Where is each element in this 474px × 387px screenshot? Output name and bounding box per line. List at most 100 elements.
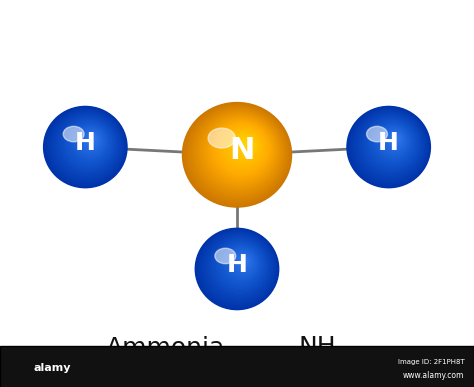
- Ellipse shape: [218, 125, 267, 172]
- Ellipse shape: [66, 121, 112, 165]
- Ellipse shape: [205, 235, 272, 300]
- Ellipse shape: [211, 239, 268, 293]
- Ellipse shape: [89, 136, 95, 142]
- Ellipse shape: [46, 108, 125, 185]
- Ellipse shape: [71, 124, 108, 161]
- Ellipse shape: [378, 126, 409, 157]
- Ellipse shape: [353, 110, 426, 182]
- Ellipse shape: [373, 123, 412, 162]
- Ellipse shape: [184, 104, 291, 205]
- Ellipse shape: [221, 245, 261, 284]
- Ellipse shape: [245, 142, 248, 145]
- Ellipse shape: [392, 136, 399, 142]
- Ellipse shape: [219, 126, 266, 170]
- Ellipse shape: [221, 127, 264, 169]
- Ellipse shape: [215, 123, 269, 175]
- Ellipse shape: [236, 255, 250, 269]
- Ellipse shape: [84, 133, 99, 147]
- Ellipse shape: [197, 112, 282, 193]
- Ellipse shape: [362, 116, 420, 173]
- Ellipse shape: [366, 126, 387, 142]
- Ellipse shape: [63, 126, 84, 142]
- Ellipse shape: [382, 128, 406, 153]
- Ellipse shape: [369, 121, 415, 165]
- Ellipse shape: [74, 126, 106, 157]
- Ellipse shape: [87, 134, 97, 144]
- Ellipse shape: [200, 114, 279, 190]
- Ellipse shape: [228, 250, 255, 276]
- Ellipse shape: [358, 113, 423, 176]
- Ellipse shape: [195, 228, 279, 310]
- Ellipse shape: [219, 243, 263, 286]
- Ellipse shape: [72, 125, 108, 159]
- Ellipse shape: [349, 108, 428, 185]
- Ellipse shape: [379, 127, 408, 156]
- Ellipse shape: [216, 242, 264, 289]
- Text: Ammonia: Ammonia: [106, 336, 226, 360]
- Ellipse shape: [55, 113, 119, 176]
- Text: H: H: [75, 131, 96, 155]
- Ellipse shape: [204, 234, 273, 301]
- Ellipse shape: [241, 258, 247, 264]
- Ellipse shape: [56, 114, 118, 175]
- Ellipse shape: [365, 118, 418, 169]
- Text: N: N: [229, 137, 255, 165]
- Ellipse shape: [52, 112, 121, 179]
- Ellipse shape: [231, 251, 254, 274]
- Ellipse shape: [223, 128, 264, 167]
- Ellipse shape: [361, 115, 421, 174]
- Ellipse shape: [58, 116, 117, 173]
- Text: alamy: alamy: [33, 363, 71, 373]
- Ellipse shape: [380, 128, 407, 154]
- Text: NH: NH: [299, 335, 336, 359]
- Ellipse shape: [216, 124, 268, 174]
- Ellipse shape: [68, 122, 110, 163]
- Ellipse shape: [51, 111, 122, 180]
- Ellipse shape: [198, 230, 277, 307]
- Ellipse shape: [208, 236, 270, 297]
- Ellipse shape: [88, 135, 96, 143]
- Ellipse shape: [232, 252, 253, 272]
- Ellipse shape: [57, 115, 118, 174]
- Ellipse shape: [77, 128, 104, 154]
- Ellipse shape: [197, 229, 278, 308]
- Ellipse shape: [194, 110, 283, 196]
- Ellipse shape: [390, 134, 401, 144]
- Ellipse shape: [192, 109, 285, 197]
- Ellipse shape: [70, 123, 109, 162]
- Ellipse shape: [389, 134, 401, 146]
- Ellipse shape: [235, 254, 251, 270]
- Ellipse shape: [73, 125, 107, 158]
- Ellipse shape: [391, 135, 400, 143]
- Ellipse shape: [189, 107, 287, 201]
- Ellipse shape: [376, 125, 410, 158]
- Ellipse shape: [222, 246, 260, 283]
- Ellipse shape: [82, 131, 100, 149]
- Text: H: H: [378, 131, 399, 155]
- Ellipse shape: [233, 253, 252, 271]
- Ellipse shape: [224, 129, 263, 166]
- Ellipse shape: [228, 131, 260, 163]
- FancyBboxPatch shape: [0, 346, 474, 387]
- Ellipse shape: [231, 133, 258, 159]
- Ellipse shape: [385, 131, 404, 149]
- Ellipse shape: [91, 137, 94, 139]
- Ellipse shape: [211, 121, 272, 178]
- Ellipse shape: [209, 237, 269, 296]
- Ellipse shape: [75, 127, 105, 156]
- Ellipse shape: [64, 119, 113, 168]
- Ellipse shape: [195, 111, 283, 194]
- Ellipse shape: [81, 130, 101, 151]
- Ellipse shape: [355, 111, 425, 180]
- Ellipse shape: [226, 248, 257, 279]
- Ellipse shape: [363, 117, 419, 171]
- Ellipse shape: [213, 122, 270, 177]
- Ellipse shape: [214, 240, 266, 291]
- Ellipse shape: [210, 238, 268, 295]
- Ellipse shape: [48, 110, 124, 183]
- Ellipse shape: [364, 118, 419, 170]
- Ellipse shape: [386, 132, 403, 148]
- Ellipse shape: [202, 115, 278, 188]
- Ellipse shape: [47, 109, 125, 184]
- Ellipse shape: [220, 244, 262, 285]
